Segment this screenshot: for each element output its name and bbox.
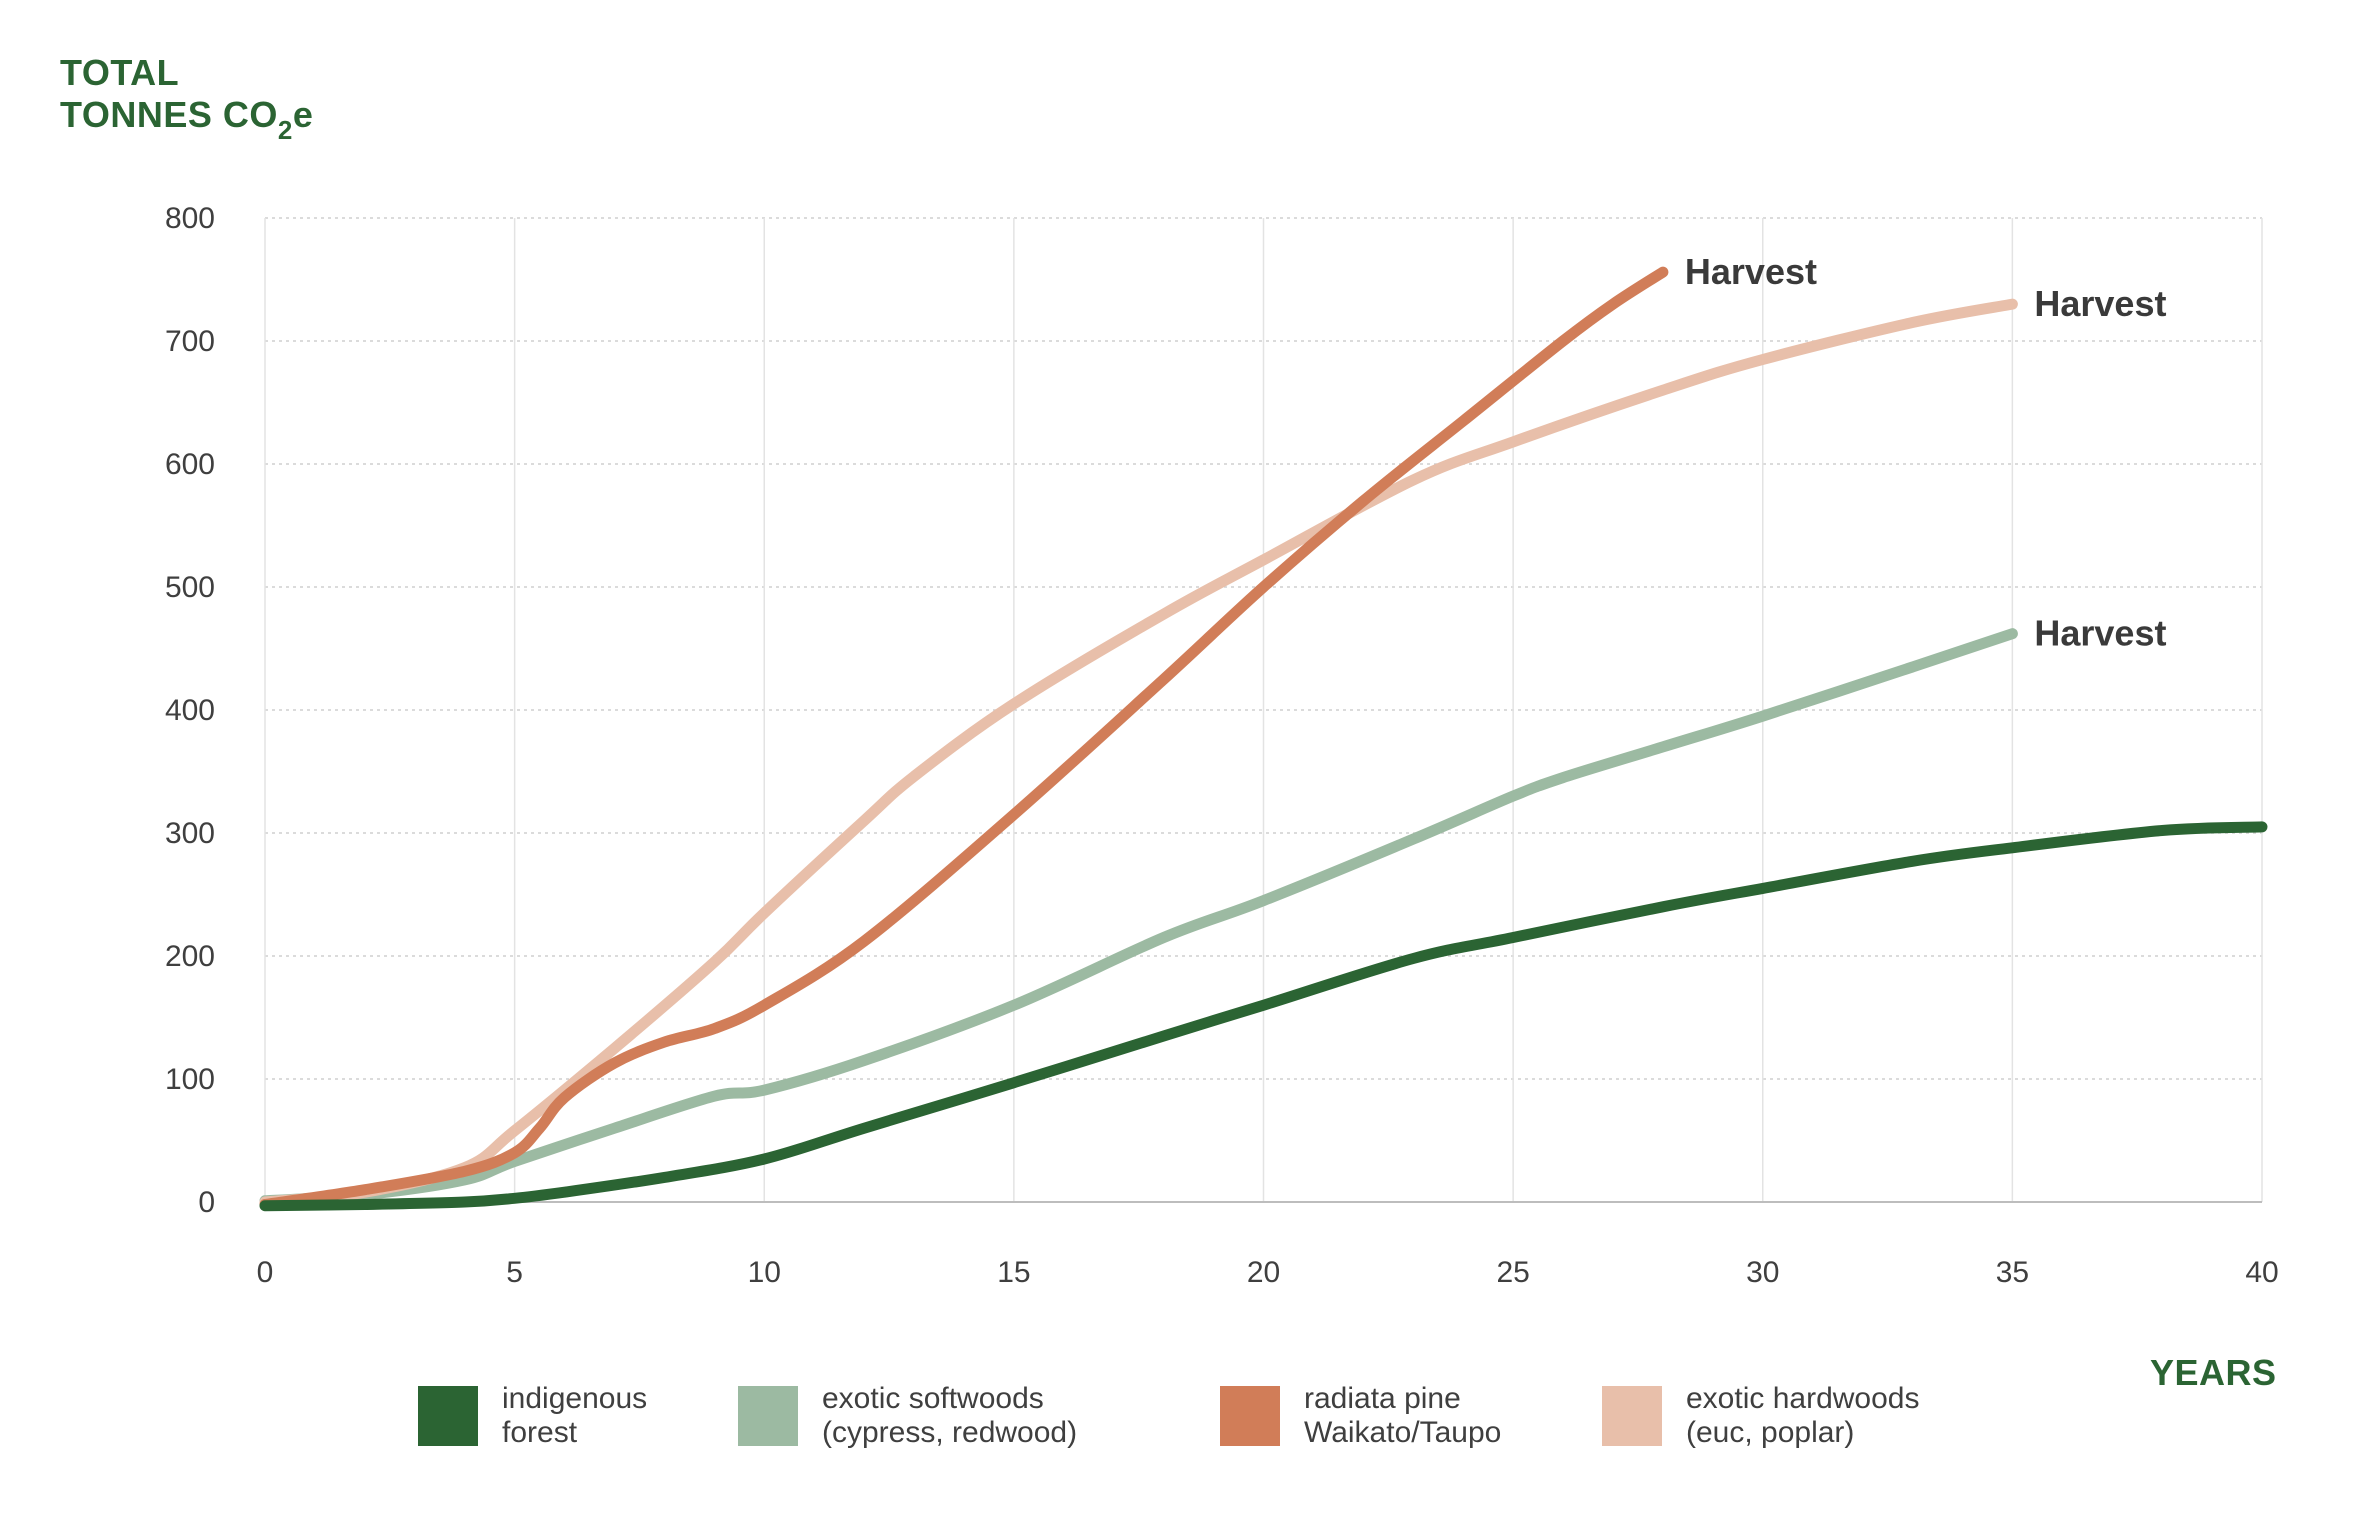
y-tick-label: 700	[165, 325, 215, 358]
series-line-exotic-hardwoods	[259, 298, 2018, 1208]
grid	[264, 217, 2263, 1202]
axes: 0 100 200 300 400 500 600 700 800 0 5 10 15 20 25 30 35 4…	[165, 202, 2279, 1289]
legend-label: exotic softwoods (cypress, redwood)	[822, 1382, 1078, 1449]
y-axis-title: TOTAL TONNES CO2e	[60, 52, 313, 147]
x-tick-label: 35	[1996, 1256, 2029, 1289]
y-tick-label: 800	[165, 202, 215, 235]
legend-label: indigenous forest	[502, 1382, 648, 1449]
series-line-indigenous-forest	[259, 821, 2268, 1212]
y-tick-label: 0	[198, 1186, 215, 1219]
harvest-label-exotic-hardwoods: Harvest	[2034, 283, 2166, 324]
y-axis-title-line2: TONNES CO2e	[60, 94, 314, 146]
harvest-label-radiata-pine: Harvest	[1685, 251, 1817, 292]
y-tick-label: 400	[165, 694, 215, 727]
y-tick-label: 100	[165, 1063, 215, 1096]
series-lines	[259, 266, 2268, 1212]
x-tick-label: 0	[257, 1256, 274, 1289]
series-line-radiata-pine	[259, 266, 1669, 1210]
annotations: Harvest Harvest Harvest	[1685, 251, 2167, 654]
x-tick-label: 10	[748, 1256, 781, 1289]
y-axis-title-line1: TOTAL	[60, 52, 180, 93]
legend: indigenous forest exotic softwoods (cypr…	[0, 1382, 2363, 1452]
x-tick-label: 40	[2245, 1256, 2278, 1289]
legend-swatch	[1602, 1386, 1662, 1446]
legend-swatch	[418, 1386, 478, 1446]
x-tick-label: 30	[1746, 1256, 1779, 1289]
series-line-exotic-softwoods	[259, 628, 2018, 1207]
y-tick-label: 300	[165, 817, 215, 850]
legend-label: radiata pine Waikato/Taupo	[1304, 1382, 1502, 1449]
legend-label: exotic hardwoods (euc, poplar)	[1686, 1382, 1920, 1449]
x-axis-title: YEARS	[2150, 1352, 2277, 1393]
y-tick-label: 200	[165, 940, 215, 973]
y-tick-label: 600	[165, 448, 215, 481]
legend-swatch	[1220, 1386, 1280, 1446]
harvest-label-exotic-softwoods: Harvest	[2034, 613, 2166, 654]
legend-swatch	[738, 1386, 798, 1446]
x-tick-label: 20	[1247, 1256, 1280, 1289]
x-tick-label: 5	[506, 1256, 523, 1289]
y-tick-label: 500	[165, 571, 215, 604]
x-tick-label: 25	[1496, 1256, 1529, 1289]
x-tick-label: 15	[997, 1256, 1030, 1289]
